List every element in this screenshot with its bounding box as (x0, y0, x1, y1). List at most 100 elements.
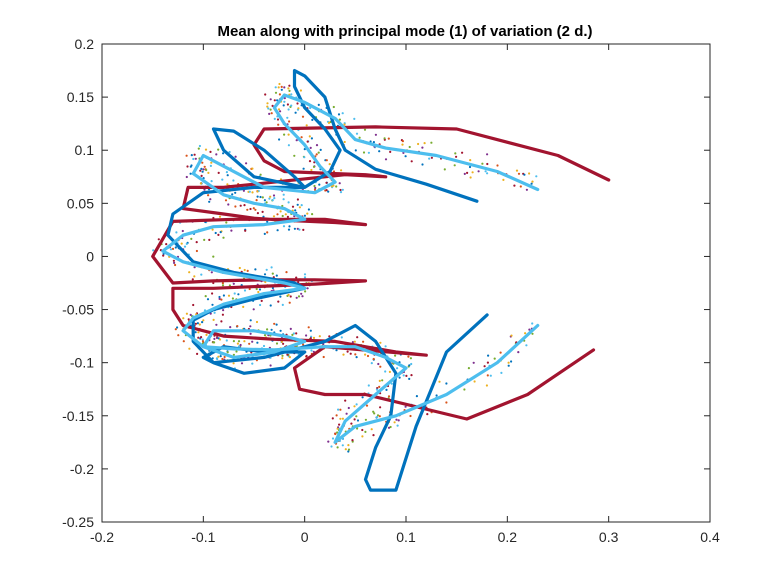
scatter-point (212, 318, 215, 321)
scatter-point (372, 141, 375, 144)
scatter-point (338, 423, 341, 426)
scatter-point (274, 91, 278, 94)
scatter-point (266, 105, 269, 108)
scatter-point (531, 180, 534, 183)
scatter-point (344, 399, 347, 402)
scatter-point (394, 354, 397, 357)
scatter-point (356, 427, 359, 430)
scatter-point (379, 406, 382, 409)
scatter-point (445, 401, 448, 404)
scatter-point (225, 221, 228, 224)
scatter-point (376, 416, 379, 419)
scatter-point (252, 207, 255, 210)
scatter-point (233, 292, 236, 295)
scatter-point (469, 159, 472, 162)
scatter-point (275, 323, 278, 326)
scatter-point (243, 340, 246, 343)
scatter-point (269, 195, 272, 198)
scatter-point (351, 341, 354, 344)
scatter-point (221, 284, 225, 287)
scatter-point (282, 342, 285, 345)
scatter-point (239, 343, 242, 347)
scatter-point (353, 340, 356, 343)
scatter-point (174, 328, 177, 331)
scatter-point (211, 292, 214, 295)
scatter-point (235, 350, 238, 353)
scatter-point (239, 204, 242, 207)
scatter-point (325, 189, 328, 192)
scatter-point (493, 357, 496, 360)
x-axis: -0.2 -0.1 0 0.1 0.2 0.3 0.4 (90, 44, 720, 545)
scatter-point (249, 207, 252, 211)
scatter-point (375, 388, 379, 391)
scatter-point (299, 89, 302, 92)
scatter-point (477, 170, 480, 173)
scatter-point (408, 377, 411, 380)
scatter-point (283, 100, 286, 103)
y-tick-label: -0.25 (62, 514, 94, 530)
scatter-point (306, 140, 309, 143)
scatter-point (215, 357, 218, 360)
scatter-point (183, 245, 187, 248)
scatter-point (204, 148, 208, 151)
scatter-point (217, 233, 220, 236)
scatter-point (300, 292, 303, 295)
scatter-point (255, 199, 258, 202)
x-tick-label: 0.4 (700, 529, 720, 545)
scatter-point (453, 164, 456, 167)
scatter-point (300, 204, 303, 207)
scatter-point (218, 215, 222, 218)
scatter-point (314, 186, 317, 190)
scatter-point (390, 382, 393, 385)
scatter-point (337, 408, 340, 411)
scatter-point (523, 173, 526, 176)
scatter-point (309, 329, 312, 332)
scatter-point (486, 153, 489, 156)
scatter-point (347, 444, 350, 447)
scatter-point (347, 406, 350, 410)
scatter-point (308, 135, 311, 138)
scatter-point (199, 182, 202, 185)
scatter-point (355, 415, 358, 418)
scatter-point (200, 273, 203, 276)
scatter-point (237, 340, 241, 343)
scatter-point (354, 353, 357, 356)
scatter-point (249, 332, 252, 335)
scatter-point (404, 155, 407, 158)
scatter-point (206, 298, 210, 301)
scatter-point (256, 195, 259, 198)
scatter-point (285, 271, 288, 274)
scatter-point (211, 228, 214, 231)
scatter-point (515, 169, 519, 172)
scatter-point (256, 190, 259, 193)
scatter-point (346, 350, 349, 353)
scatter-point (288, 356, 291, 359)
scatter-point (277, 108, 281, 111)
scatter-point (277, 86, 280, 89)
scatter-point (180, 242, 183, 245)
scatter-point (185, 175, 188, 179)
scatter-point (279, 210, 282, 213)
scatter-point (282, 104, 285, 107)
scatter-point (525, 344, 528, 347)
scatter-point (410, 374, 413, 377)
x-tick-label: -0.1 (191, 529, 215, 545)
scatter-point (311, 213, 314, 216)
scatter-point (217, 148, 220, 151)
scatter-point (302, 343, 305, 346)
scatter-point (331, 417, 334, 420)
scatter-point (275, 274, 278, 277)
scatter-point (353, 117, 356, 120)
scatter-point (281, 303, 284, 306)
scatter-point (404, 405, 407, 408)
scatter-point (190, 154, 193, 157)
scatter-point (531, 332, 534, 335)
scatter-point (215, 153, 218, 156)
scatter-point (175, 231, 178, 234)
scatter-point (315, 144, 319, 147)
scatter-point (280, 85, 283, 88)
scatter-point (232, 362, 235, 365)
scatter-point (396, 367, 399, 370)
scatter-point (339, 417, 342, 420)
scatter-point (243, 289, 247, 292)
